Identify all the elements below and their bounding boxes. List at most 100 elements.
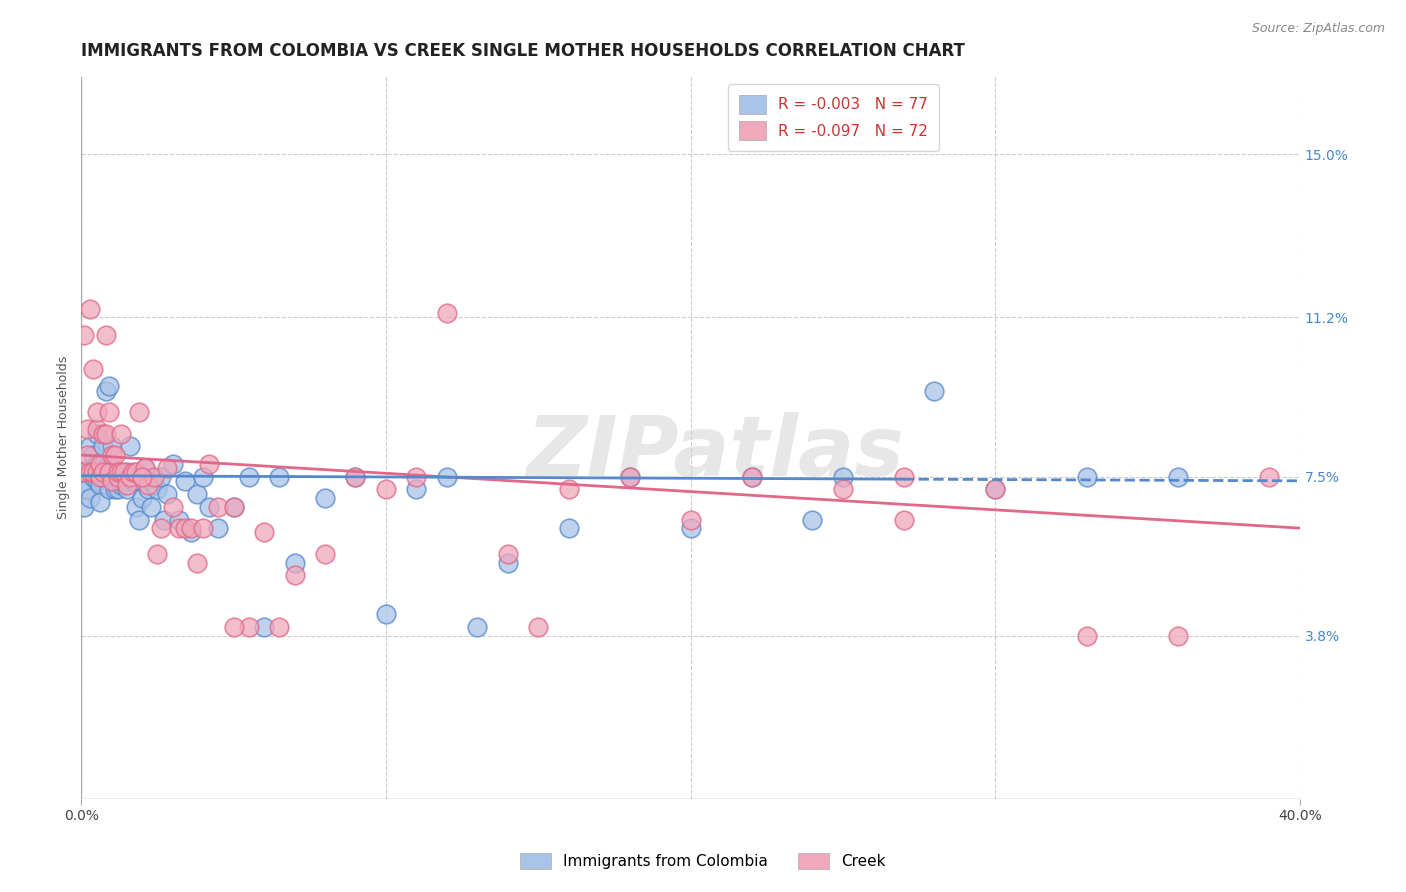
Point (186, 487, 208, 501)
Point (107, 469, 129, 483)
Point (344, 469, 367, 483)
Point (191, 469, 214, 483)
Point (118, 469, 141, 483)
Point (143, 478, 166, 492)
Point (97, 465, 120, 479)
Point (100, 439, 122, 453)
Point (118, 439, 141, 453)
Point (128, 512, 150, 526)
Point (198, 457, 221, 471)
Point (94, 461, 117, 475)
Point (152, 512, 174, 526)
Point (467, 620, 489, 634)
Point (110, 478, 132, 492)
Point (269, 469, 291, 483)
Point (89, 469, 111, 483)
Point (122, 474, 145, 488)
Point (110, 474, 132, 488)
Point (94, 426, 117, 441)
Point (222, 500, 245, 514)
Point (284, 568, 307, 582)
Point (155, 487, 177, 501)
Point (496, 556, 519, 570)
Point (134, 461, 156, 475)
Point (73, 327, 96, 342)
Point (155, 461, 177, 475)
Point (162, 500, 184, 514)
Point (222, 620, 245, 634)
Point (619, 469, 641, 483)
Point (112, 474, 135, 488)
Point (173, 474, 195, 488)
Point (79, 465, 101, 479)
Point (91, 439, 114, 453)
Point (89, 478, 111, 492)
Text: ZIPatlas: ZIPatlas (526, 412, 904, 492)
Point (314, 491, 336, 505)
Point (558, 521, 581, 535)
Point (97, 469, 120, 483)
Point (149, 469, 172, 483)
Point (924, 384, 946, 398)
Point (86, 426, 108, 441)
Point (180, 521, 202, 535)
Point (122, 465, 145, 479)
Point (131, 469, 153, 483)
Point (496, 547, 519, 561)
Point (104, 469, 127, 483)
Point (86, 405, 108, 419)
Point (558, 483, 581, 497)
Point (100, 448, 122, 462)
Point (104, 448, 127, 462)
Point (82, 469, 104, 483)
Point (238, 620, 260, 634)
Point (207, 500, 229, 514)
Point (832, 469, 855, 483)
Point (82, 465, 104, 479)
Point (984, 483, 1007, 497)
Point (94, 384, 117, 398)
Point (1167, 629, 1189, 643)
Point (314, 547, 336, 561)
Point (89, 465, 111, 479)
Point (167, 512, 190, 526)
Point (76, 465, 98, 479)
Point (107, 469, 129, 483)
Point (167, 521, 190, 535)
Point (82, 448, 104, 462)
Point (207, 521, 229, 535)
Point (222, 500, 245, 514)
Point (91, 457, 114, 471)
Point (1076, 469, 1098, 483)
Point (89, 495, 111, 509)
Point (125, 500, 148, 514)
Point (73, 474, 96, 488)
Point (91, 426, 114, 441)
Point (131, 469, 153, 483)
Point (89, 457, 111, 471)
Point (76, 448, 98, 462)
Point (741, 469, 763, 483)
Point (104, 483, 127, 497)
Point (110, 465, 132, 479)
Point (107, 465, 129, 479)
Point (141, 500, 163, 514)
Legend: R = -0.003   N = 77, R = -0.097   N = 72: R = -0.003 N = 77, R = -0.097 N = 72 (728, 84, 939, 151)
Y-axis label: Single Mother Households: Single Mother Households (58, 356, 70, 519)
Point (284, 556, 307, 570)
Point (1076, 629, 1098, 643)
Point (79, 439, 101, 453)
Point (269, 620, 291, 634)
Point (91, 465, 114, 479)
Point (436, 469, 458, 483)
Point (94, 327, 117, 342)
Point (527, 620, 550, 634)
Point (741, 469, 763, 483)
Point (79, 491, 101, 505)
Point (832, 483, 855, 497)
Point (76, 422, 98, 436)
Point (100, 461, 122, 475)
Point (198, 500, 221, 514)
Point (73, 500, 96, 514)
Point (76, 483, 98, 497)
